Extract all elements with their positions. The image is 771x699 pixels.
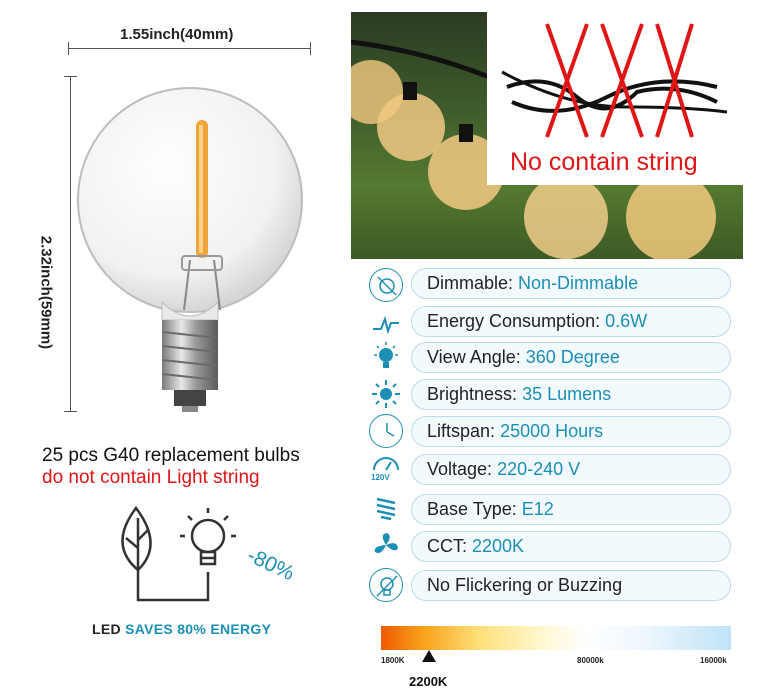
spec-label: Dimmable: [427,273,514,293]
spec-value: 360 Degree [525,347,620,367]
led-label: LED [92,621,121,637]
height-dimension-tick-bottom [64,411,77,412]
bulb-image [70,80,310,420]
spec-value: 25000 Hours [500,421,604,441]
leaf-icon [121,505,152,572]
width-dimension-tick-right [310,42,311,55]
spec-label: Base Type: [427,499,517,519]
spec-value: 35 Lumens [522,384,612,404]
height-dimension-line [70,76,71,412]
spec-row-view-angle: View Angle: 360 Degree [411,342,731,373]
energy-saving-caption: LED SAVES 80% ENERGY [92,621,271,637]
voltage-icon-text: 120V [371,473,390,482]
spec-label: View Angle: [427,347,521,367]
spec-label: Liftspan: [427,421,496,441]
base-type-icon [369,491,403,525]
cct-marker-icon [422,650,436,662]
energy-saving-diagram [108,500,268,610]
tick-label: 16000k [700,656,727,665]
no-light-string-text: do not contain Light string [42,467,260,488]
spec-label: Energy Consumption: [427,311,601,331]
bulb-count-text: 25 pcs G40 replacement bulbs [42,445,300,466]
spec-value: 0.6W [605,311,648,331]
spec-value: Non-Dimmable [518,273,639,293]
spec-row-energy: Energy Consumption: 0.6W [411,306,731,337]
width-dimension-label: 1.55inch(40mm) [120,26,234,43]
fan-icon [369,528,403,562]
width-dimension-line [68,48,311,49]
spec-row-voltage: Voltage: 220-240 V [411,454,731,485]
brightness-icon [369,377,403,411]
spec-row-base-type: Base Type: E12 [411,494,731,525]
spec-row-lifespan: Liftspan: 25000 Hours [411,416,731,447]
no-string-panel [487,12,743,185]
clock-icon [369,414,403,448]
spec-value: 2200K [472,536,525,556]
tick-label: 1800K [381,656,405,665]
cct-marker-label: 2200K [409,674,448,689]
spec-row-no-flicker: No Flickering or Buzzing [411,570,731,601]
spec-row-cct: CCT: 2200K [411,531,731,562]
spec-label: Voltage: [427,459,493,479]
spec-value: 220-240 V [497,459,581,479]
voltage-icon: 120V [369,452,403,486]
height-dimension-label: 2.32inch(59mm) [37,235,55,350]
color-temperature-bar [381,626,731,650]
spec-row-dimmable: Dimmable: Non-Dimmable [411,268,731,299]
no-string-label: No contain string [510,148,698,176]
dimmable-icon [369,268,403,302]
saves-label: SAVES 80% ENERGY [125,621,272,637]
spec-label: CCT: [427,536,467,556]
spec-label: Brightness: [427,384,518,404]
spec-value: E12 [521,499,554,519]
spec-label: No Flickering or Buzzing [427,575,623,595]
spec-row-brightness: Brightness: 35 Lumens [411,379,731,410]
energy-icon [369,305,403,339]
no-flicker-icon [369,568,403,602]
view-angle-icon [369,340,403,374]
tick-label: 80000k [577,656,604,665]
width-dimension-tick-left [68,42,69,55]
height-dimension-tick-top [64,76,77,77]
